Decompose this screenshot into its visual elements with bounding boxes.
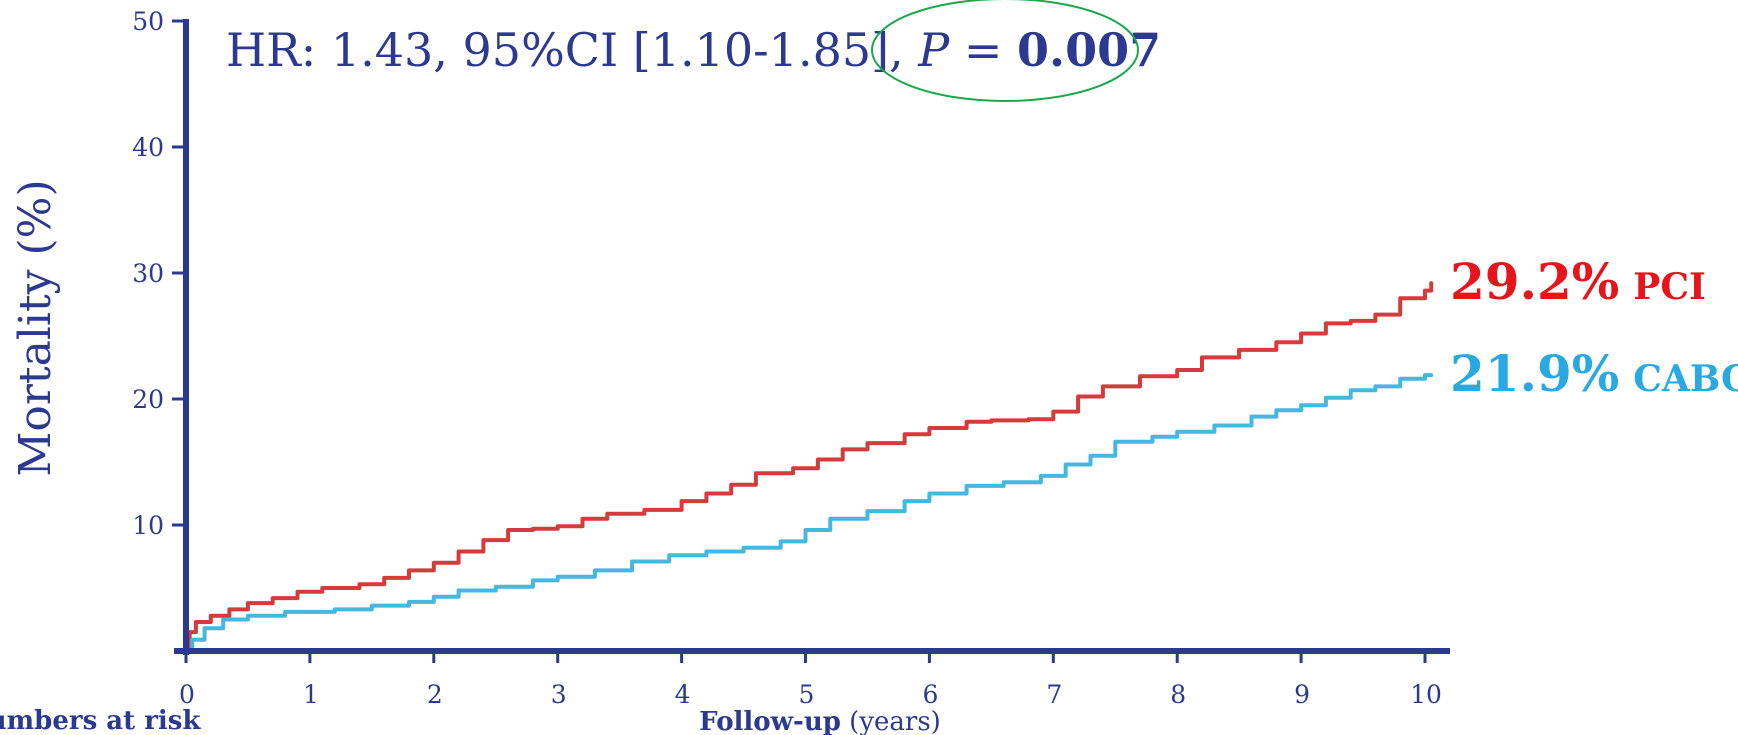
x-tick-label: 9 <box>1294 680 1310 709</box>
end-labels: 29.2% PCI 21.9% CABG <box>1450 252 1738 403</box>
y-axis-label: Mortality (%) <box>10 179 61 476</box>
end-label-cabg: 21.9% CABG <box>1450 344 1738 403</box>
x-tick-label: 7 <box>1046 680 1062 709</box>
curve-cabg <box>184 373 1434 653</box>
x-tick-label: 8 <box>1170 680 1186 709</box>
y-tick-label: 50 <box>132 7 164 36</box>
x-tick-label: 0 <box>179 680 195 709</box>
x-axis-label: Follow-up (years) <box>699 707 941 735</box>
y-tick-label: 10 <box>132 511 164 540</box>
hazard-ratio-annotation: HR: 1.43, 95%CI [1.10-1.85], P = 0.007 <box>226 23 1161 77</box>
x-tick-label: 2 <box>427 680 443 709</box>
x-tick-label: 3 <box>551 680 567 709</box>
numbers-at-risk-label: Numbers at risk <box>0 706 201 735</box>
x-axis-label-bold: Follow-up <box>699 707 841 735</box>
x-tick-label: 4 <box>675 680 691 709</box>
y-tick-label: 20 <box>132 385 164 414</box>
hr-ci-text: HR: 1.43, 95%CI [1.10-1.85], <box>226 23 918 77</box>
p-value-highlight-ellipse <box>871 0 1139 102</box>
end-value-pci: 29.2% <box>1450 252 1619 311</box>
p-equals: = <box>949 23 1017 77</box>
x-tick-label: 10 <box>1410 680 1442 709</box>
survival-curves <box>184 281 1434 653</box>
y-tick-label: 30 <box>132 259 164 288</box>
axis-ticks: 0 1 2 3 4 5 6 7 8 9 10 10 20 30 40 50 <box>132 7 1442 709</box>
x-tick-label: 5 <box>799 680 815 709</box>
x-axis-label-unit: (years) <box>841 707 941 735</box>
end-label-pci: 29.2% PCI <box>1450 252 1706 311</box>
curve-pci <box>184 281 1434 653</box>
x-tick-label: 1 <box>303 680 319 709</box>
end-value-cabg: 21.9% <box>1450 344 1619 403</box>
p-symbol: P <box>917 23 950 77</box>
y-tick-label: 40 <box>132 133 164 162</box>
x-tick-label: 6 <box>922 680 938 709</box>
series-name-pci: PCI <box>1633 266 1706 308</box>
p-value: 0.007 <box>1017 23 1161 77</box>
axes <box>174 19 1450 655</box>
series-name-cabg: CABG <box>1633 358 1738 400</box>
